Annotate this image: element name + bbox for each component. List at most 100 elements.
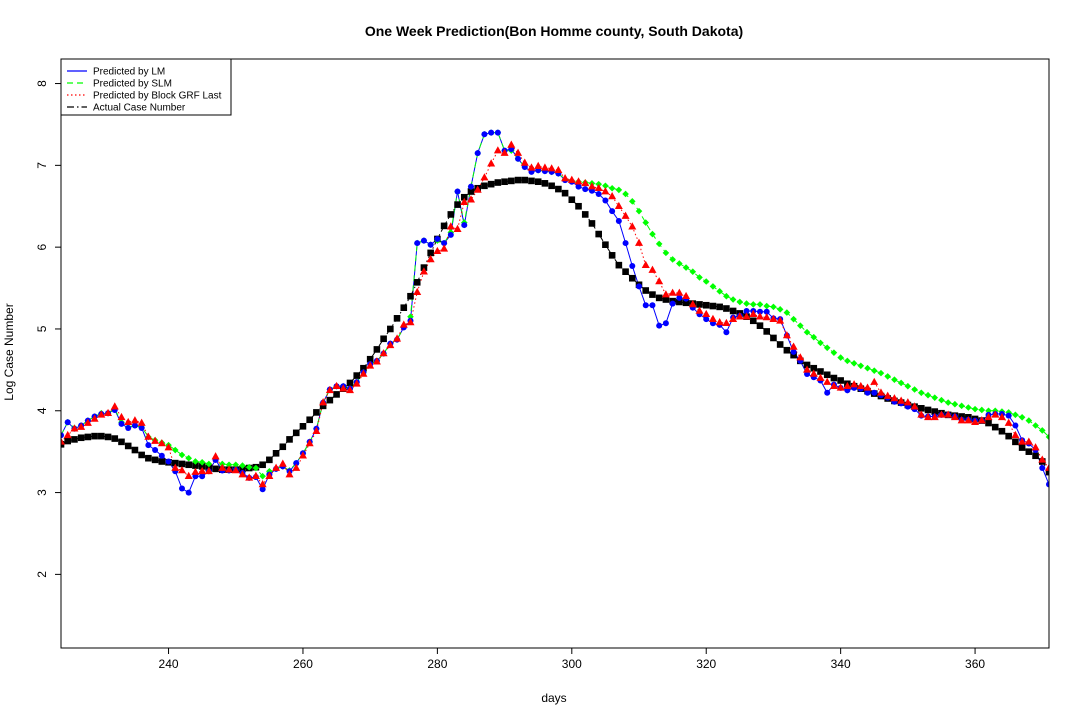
slm-point <box>850 360 858 367</box>
x-tick-label: 260 <box>293 657 313 671</box>
actual-case-point <box>494 179 502 186</box>
grf-point <box>964 416 973 424</box>
actual-case-point <box>387 325 394 333</box>
grf-point <box>157 439 166 447</box>
actual-case-point <box>333 391 340 398</box>
grf-point <box>574 177 583 185</box>
grf-point <box>843 381 852 390</box>
grf-point <box>63 430 72 439</box>
actual-case-point <box>716 303 723 311</box>
grf-point <box>863 383 872 391</box>
grf-point <box>984 412 993 421</box>
actual-case-point <box>145 454 152 462</box>
actual-case-point <box>528 177 535 185</box>
grf-point <box>796 353 805 361</box>
legend-label: Predicted by SLM <box>93 79 172 90</box>
series-line <box>61 132 1049 494</box>
grf-point <box>897 396 906 404</box>
grf-point <box>561 174 570 182</box>
grf-point <box>211 452 220 460</box>
grf-point <box>61 437 65 445</box>
actual-case-point <box>481 182 488 190</box>
slm-point <box>749 301 757 308</box>
grf-point <box>433 246 442 255</box>
actual-case-point <box>178 460 186 468</box>
grf-point <box>386 340 395 349</box>
grf-point <box>870 377 879 385</box>
slm-point <box>723 292 730 300</box>
slm-point <box>602 182 609 190</box>
lm-point <box>64 419 71 426</box>
slm-point <box>252 464 260 472</box>
lm-point <box>474 150 481 157</box>
actual-case-point <box>440 222 448 230</box>
grf-point <box>225 465 234 473</box>
chart-title: One Week Prediction(Bon Homme county, So… <box>365 23 743 39</box>
grf-point <box>319 398 328 406</box>
grf-point <box>628 222 637 230</box>
actual-case-point <box>407 292 414 300</box>
series-markers <box>61 176 1049 476</box>
grf-point <box>547 164 556 172</box>
actual-case-point <box>185 461 193 469</box>
slm-point <box>259 472 266 480</box>
slm-point <box>696 274 703 281</box>
lm-point <box>145 442 152 449</box>
grf-point <box>97 410 106 418</box>
slm-point <box>817 339 824 347</box>
grf-point <box>749 309 758 318</box>
grf-point <box>648 265 657 273</box>
slm-point <box>830 349 838 356</box>
grf-point <box>688 300 697 308</box>
lm-point <box>118 420 125 427</box>
slm-point <box>877 369 885 377</box>
series-markers <box>61 129 1049 480</box>
actual-case-point <box>373 346 381 353</box>
grf-point <box>487 159 496 167</box>
y-tick-label: 5 <box>35 325 49 332</box>
grf-point <box>903 398 912 406</box>
grf-point <box>292 463 301 471</box>
grf-point <box>829 381 838 390</box>
actual-case-point <box>259 461 266 469</box>
grf-point <box>77 422 86 430</box>
grf-point <box>339 384 348 392</box>
lm-point <box>636 283 643 290</box>
x-tick-label: 320 <box>696 657 716 671</box>
grf-point <box>453 224 462 232</box>
slm-point <box>810 333 818 341</box>
actual-case-point <box>151 456 159 464</box>
actual-case-point <box>91 432 98 440</box>
grf-point <box>708 314 717 322</box>
lm-point <box>447 231 454 238</box>
lm-point <box>575 183 582 190</box>
actual-case-point <box>998 427 1006 435</box>
slm-point <box>904 382 912 390</box>
lm-point <box>662 320 669 327</box>
actual-case-point <box>192 462 199 469</box>
actual-case-point <box>292 429 300 437</box>
lm-point <box>582 186 589 193</box>
actual-case-point <box>124 442 132 450</box>
grf-point <box>258 479 267 488</box>
lm-point <box>669 300 676 307</box>
actual-case-point <box>991 423 999 431</box>
grf-point <box>191 467 200 475</box>
actual-case-point <box>588 220 596 227</box>
slm-point <box>239 462 246 469</box>
lm-point <box>656 322 663 329</box>
grf-point <box>856 381 865 390</box>
actual-case-point <box>608 252 616 259</box>
actual-case-point <box>171 459 179 467</box>
actual-case-point <box>400 304 408 311</box>
lm-point <box>676 294 683 301</box>
actual-case-point <box>723 305 730 312</box>
grf-point <box>104 408 113 417</box>
slm-point <box>225 461 233 469</box>
grf-point <box>1031 443 1040 451</box>
lm-point <box>1012 422 1019 429</box>
actual-case-point <box>662 296 670 303</box>
grf-point <box>621 211 630 219</box>
grf-point <box>298 451 307 459</box>
